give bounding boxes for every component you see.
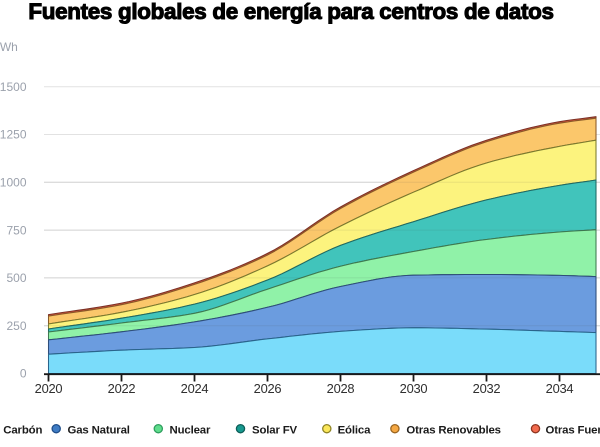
svg-text:Nuclear: Nuclear — [170, 425, 211, 437]
svg-text:2022: 2022 — [108, 381, 136, 396]
svg-text:Otras Renovables: Otras Renovables — [406, 425, 500, 437]
svg-text:2020: 2020 — [35, 381, 63, 396]
svg-text:750: 750 — [6, 223, 26, 237]
svg-text:2024: 2024 — [181, 381, 209, 396]
svg-text:Eólica: Eólica — [338, 425, 371, 437]
svg-text:2030: 2030 — [400, 381, 428, 396]
svg-text:0: 0 — [20, 367, 27, 381]
svg-text:Gas Natural: Gas Natural — [68, 425, 130, 437]
svg-text:Fuentes globales de energía pa: Fuentes globales de energía para centros… — [28, 0, 553, 24]
svg-text:2028: 2028 — [327, 381, 355, 396]
svg-text:2034: 2034 — [546, 381, 574, 396]
svg-text:2026: 2026 — [254, 381, 282, 396]
svg-text:TWh: TWh — [0, 40, 18, 54]
svg-text:1500: 1500 — [0, 80, 27, 94]
svg-text:Carbón: Carbón — [3, 425, 42, 437]
svg-text:1000: 1000 — [0, 176, 27, 190]
svg-text:500: 500 — [6, 271, 26, 285]
svg-text:Solar FV: Solar FV — [252, 425, 298, 437]
svg-text:250: 250 — [6, 319, 26, 333]
svg-text:2032: 2032 — [473, 381, 501, 396]
svg-text:1250: 1250 — [0, 128, 27, 142]
svg-text:Otras Fuentes: Otras Fuentes — [546, 425, 600, 437]
